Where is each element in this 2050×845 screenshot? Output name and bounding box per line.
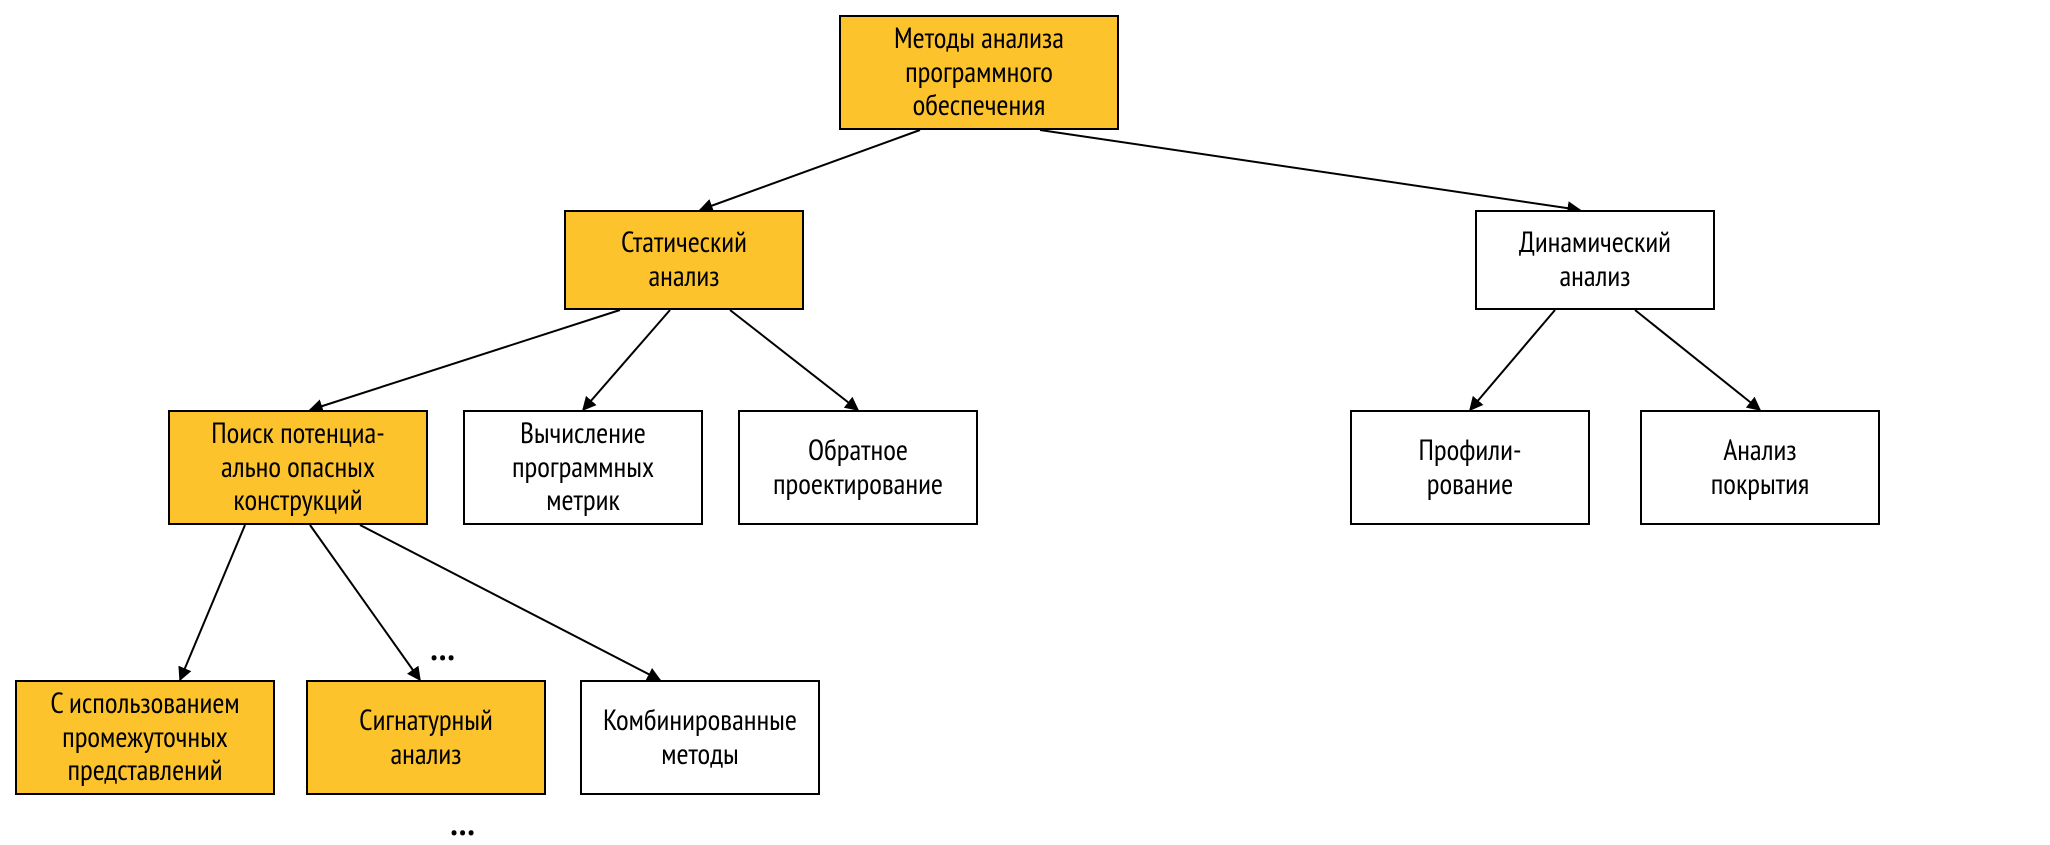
edge-root-static (700, 130, 920, 210)
node-label: Анализпокрытия (1711, 434, 1810, 501)
node-danger: Поиск потенциа-ально опасныхконструкций (168, 410, 428, 525)
edge-static-danger (310, 310, 620, 410)
node-combo: Комбинированныеметоды (580, 680, 820, 795)
ellipsis-0: … (430, 625, 461, 670)
node-label: Профили-рование (1419, 434, 1522, 501)
node-profile: Профили-рование (1350, 410, 1590, 525)
node-label: Методы анализапрограммногообеспечения (894, 22, 1064, 123)
node-reverse: Обратноепроектирование (738, 410, 978, 525)
node-label: Динамическийанализ (1519, 226, 1671, 293)
ellipsis-1: … (450, 800, 481, 845)
edge-dynamic-coverage (1635, 310, 1760, 410)
node-label: Комбинированныеметоды (603, 704, 797, 771)
node-sig: Сигнатурныйанализ (306, 680, 546, 795)
edge-danger-sig (310, 525, 420, 680)
edge-static-metrics (583, 310, 670, 410)
node-root: Методы анализапрограммногообеспечения (839, 15, 1119, 130)
node-label: Обратноепроектирование (773, 434, 943, 501)
node-label: С использованиемпромежуточныхпредставлен… (50, 687, 239, 788)
node-static: Статическийанализ (564, 210, 804, 310)
edge-dynamic-profile (1470, 310, 1555, 410)
diagram-canvas: Методы анализапрограммногообеспечения Ста… (0, 0, 2050, 837)
node-label: Вычислениепрограммныхметрик (512, 417, 654, 518)
edge-root-dynamic (1040, 130, 1580, 210)
edge-danger-combo (360, 525, 660, 680)
node-coverage: Анализпокрытия (1640, 410, 1880, 525)
edge-static-reverse (730, 310, 858, 410)
edge-danger-ir (180, 525, 245, 680)
node-label: Сигнатурныйанализ (359, 704, 493, 771)
node-label: Поиск потенциа-ально опасныхконструкций (211, 417, 384, 518)
node-label: Статическийанализ (621, 226, 747, 293)
node-dynamic: Динамическийанализ (1475, 210, 1715, 310)
node-ir: С использованиемпромежуточныхпредставлен… (15, 680, 275, 795)
node-metrics: Вычислениепрограммныхметрик (463, 410, 703, 525)
